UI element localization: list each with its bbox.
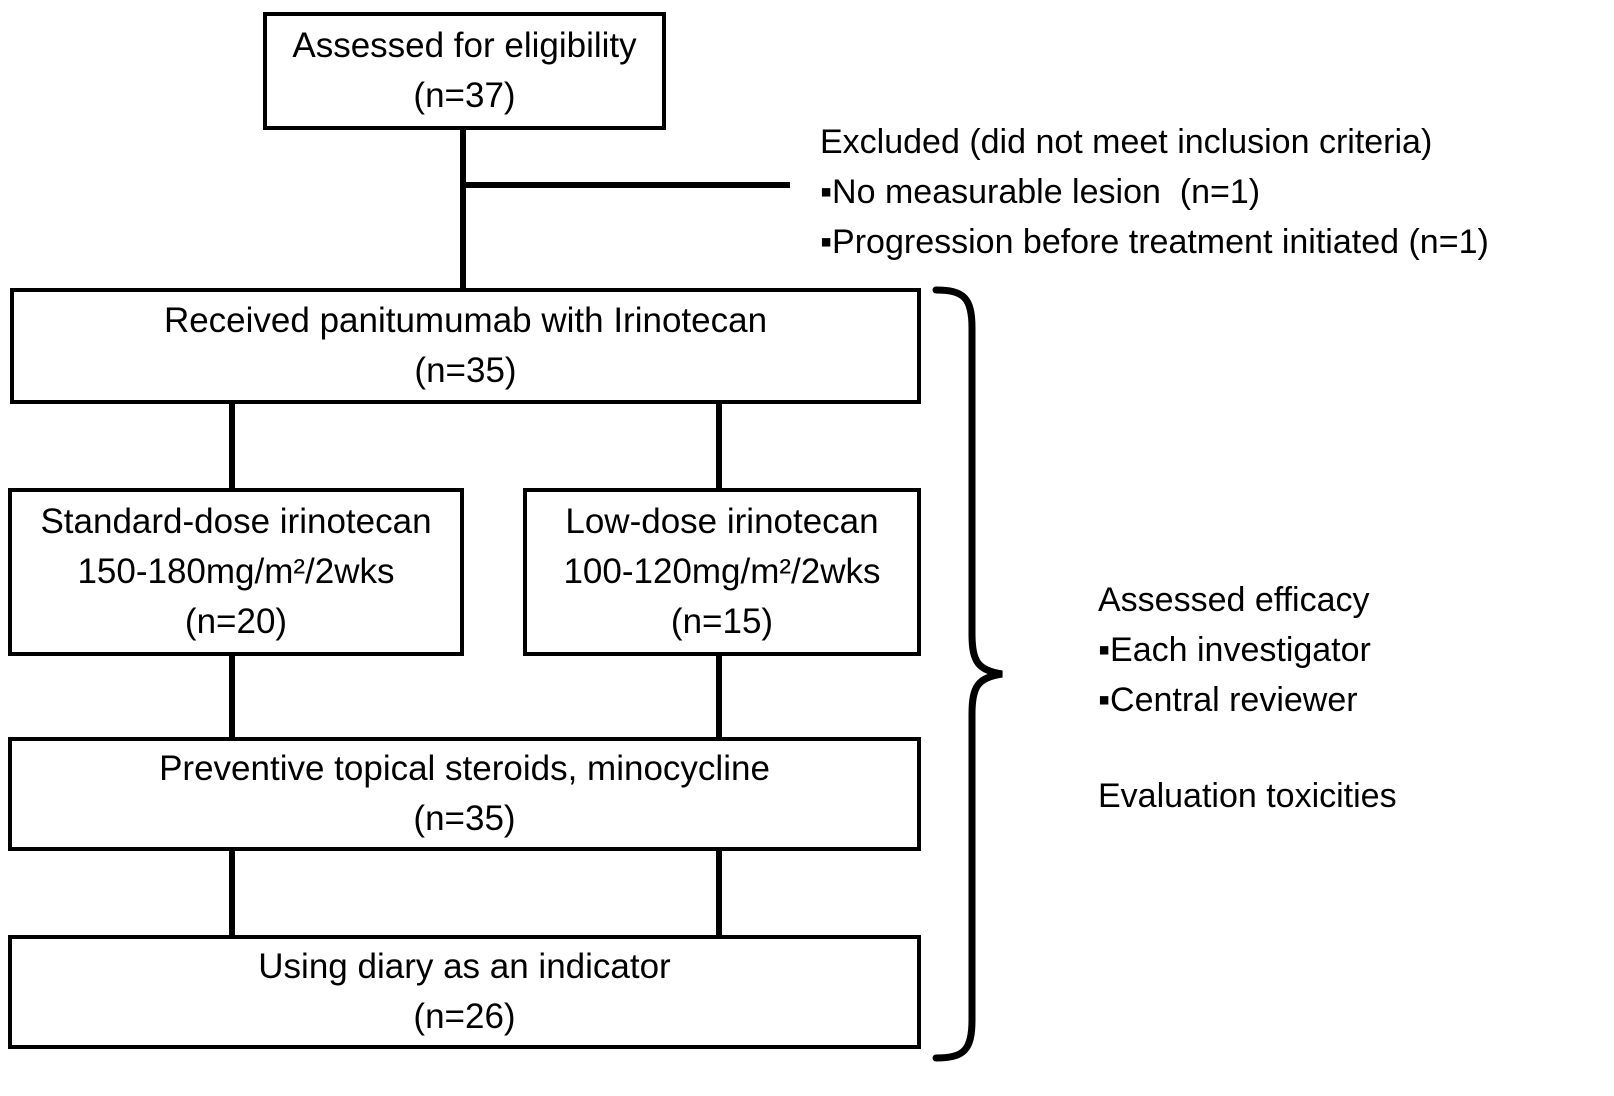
box-text-line: Using diary as an indicator (258, 947, 671, 987)
box-count: (n=20) (184, 601, 288, 641)
connector-standard-to-steroids (229, 656, 235, 737)
box-text-line: Low-dose irinotecan (565, 502, 879, 542)
box-text-line: Standard-dose irinotecan (40, 502, 432, 542)
box-count: (n=37) (413, 76, 516, 115)
connector-eligibility-to-received (460, 130, 466, 288)
efficacy-title: Assessed efficacy (1098, 581, 1370, 619)
box-text-line: Preventive topical steroids, minocycline (159, 749, 770, 789)
box-count: (n=35) (414, 351, 517, 390)
box-standard-dose: Standard-dose irinotecan 150-180mg/m²/2w… (8, 488, 464, 656)
box-dose-line: 150-180mg/m²/2wks (77, 552, 395, 592)
connector-steroids-to-diary-left (229, 851, 235, 935)
box-received-treatment: Received panitumumab with Irinotecan (n=… (10, 288, 921, 404)
box-low-dose: Low-dose irinotecan 100-120mg/m²/2wks (n… (523, 488, 921, 656)
connector-low-to-steroids (716, 656, 722, 737)
box-count: (n=15) (670, 601, 774, 641)
box-dose-line: 100-120mg/m²/2wks (563, 552, 881, 592)
excluded-annotation: Excluded (did not meet inclusion criteri… (820, 118, 1489, 268)
brace-annotation: Assessed efficacy ▪Each investigator ▪Ce… (1098, 576, 1397, 822)
excluded-item: ▪No measurable lesion (n=1) (820, 172, 1261, 211)
box-diary-indicator: Using diary as an indicator (n=26) (8, 935, 921, 1049)
box-count: (n=35) (413, 799, 516, 838)
box-preventive-steroids: Preventive topical steroids, minocycline… (8, 737, 921, 851)
curly-brace-icon (932, 286, 1003, 1062)
connector-steroids-to-diary-right (716, 851, 722, 935)
excluded-title: Excluded (did not meet inclusion criteri… (820, 123, 1433, 161)
excluded-item: ▪Progression before treatment initiated … (820, 222, 1489, 261)
box-text-line: Assessed for eligibility (292, 26, 637, 66)
connector-to-excluded (460, 182, 790, 188)
box-count: (n=26) (413, 997, 516, 1036)
toxicities-label: Evaluation toxicities (1098, 776, 1397, 815)
box-text-line: Received panitumumab with Irinotecan (163, 301, 768, 341)
efficacy-item: ▪Each investigator (1098, 630, 1371, 669)
connector-received-to-low (716, 404, 722, 488)
box-assessed-eligibility: Assessed for eligibility (n=37) (263, 12, 666, 130)
efficacy-item: ▪Central reviewer (1098, 680, 1358, 719)
connector-received-to-standard (229, 404, 235, 488)
